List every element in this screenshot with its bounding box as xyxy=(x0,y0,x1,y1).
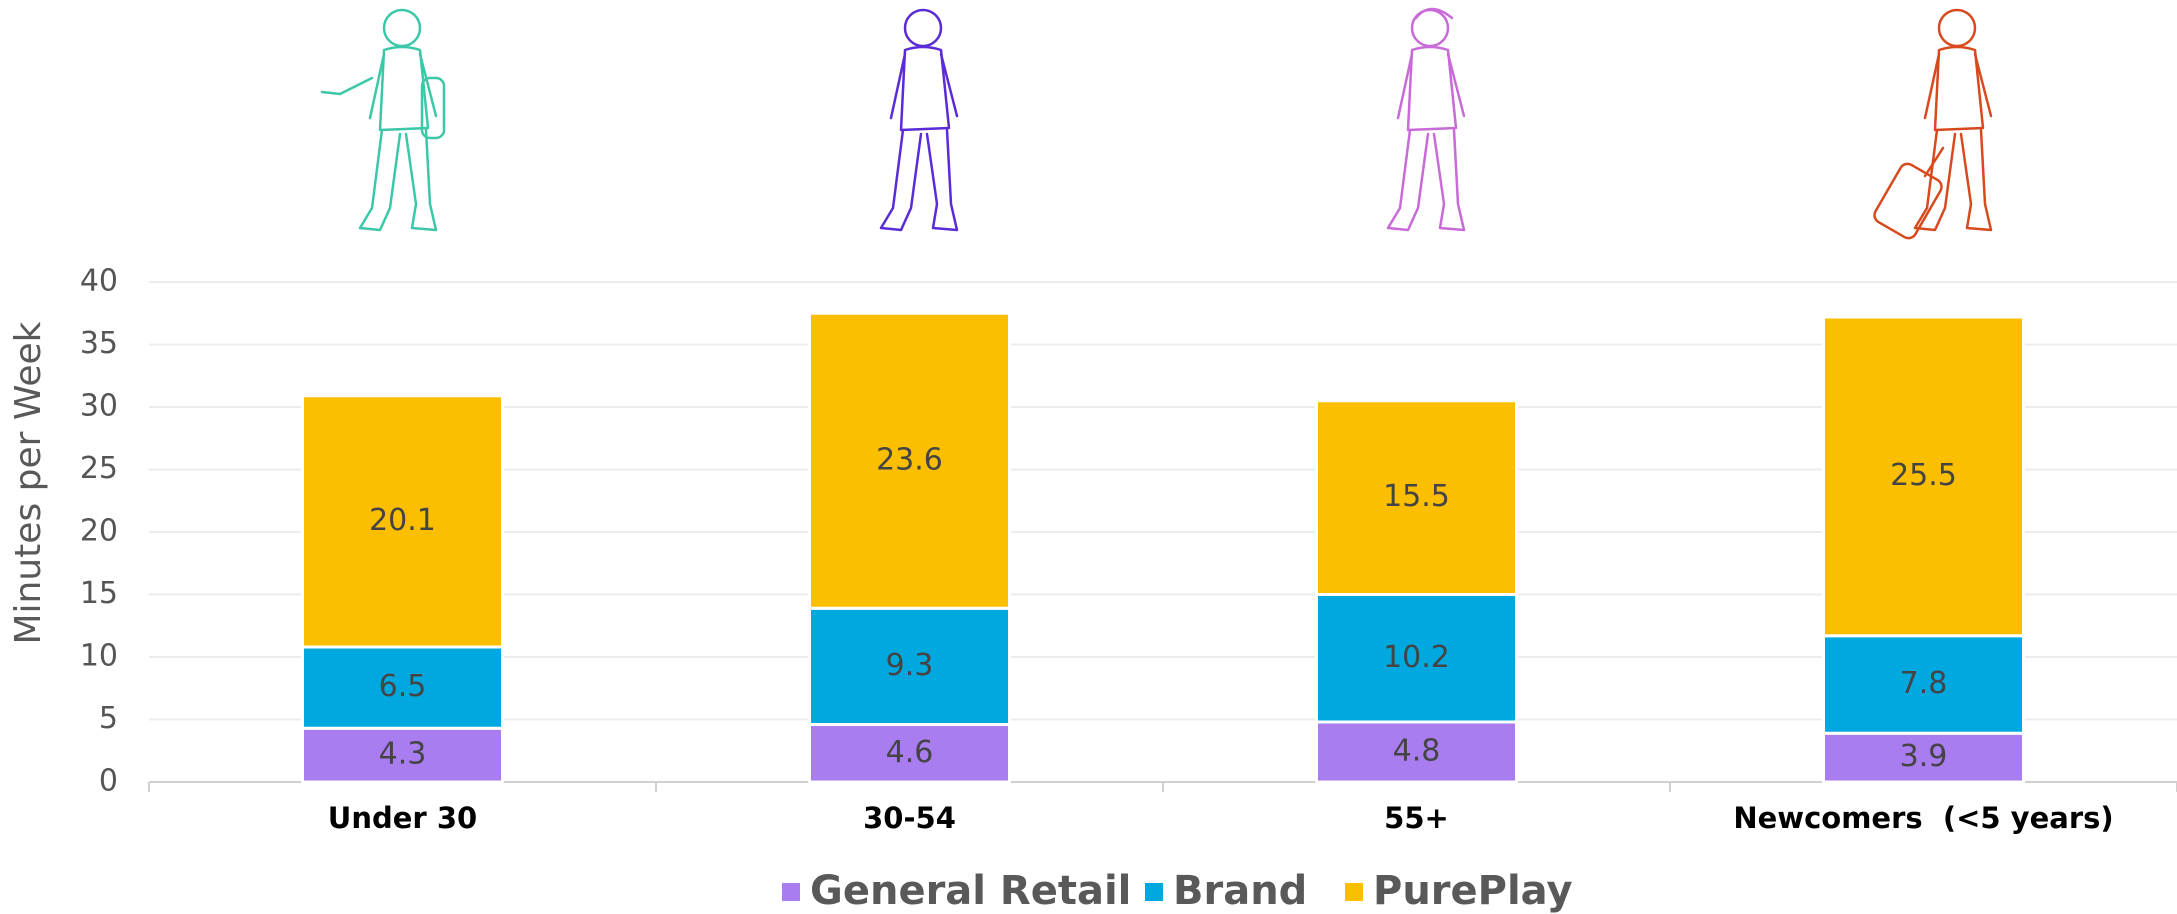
y-tick-label: 35 xyxy=(80,326,118,361)
y-tick-label: 20 xyxy=(80,514,118,549)
data-label: 15.5 xyxy=(1383,479,1450,514)
x-tick-label: Under 30 xyxy=(328,801,477,835)
y-tick-label: 15 xyxy=(80,576,118,611)
data-label: 25.5 xyxy=(1890,458,1957,493)
data-label: 7.8 xyxy=(1900,666,1948,701)
data-label: 20.1 xyxy=(369,503,436,538)
legend-label: PurePlay xyxy=(1373,868,1573,914)
data-label: 6.5 xyxy=(379,669,427,704)
y-tick-label: 40 xyxy=(80,264,118,299)
legend-swatch xyxy=(1345,883,1363,901)
data-label: 9.3 xyxy=(886,648,934,683)
y-tick-label: 5 xyxy=(99,701,118,736)
x-tick-label: Newcomers (<5 years) xyxy=(1733,801,2113,835)
x-tick-label: 55+ xyxy=(1384,801,1449,835)
y-tick-label: 25 xyxy=(80,451,118,486)
legend-swatch xyxy=(782,883,800,901)
data-label: 3.9 xyxy=(1900,739,1948,774)
y-axis-label: Minutes per Week xyxy=(8,321,49,644)
chart: Minutes per Week 0 5 10 15 20 25 30 35 40 4.3 6.5 2… xyxy=(0,0,2177,914)
y-tick-label: 0 xyxy=(99,764,118,799)
x-tick-label: 30-54 xyxy=(863,801,956,835)
data-label: 4.8 xyxy=(1393,734,1441,769)
person-icon xyxy=(322,10,444,230)
data-label: 23.6 xyxy=(876,442,943,477)
person-icon xyxy=(881,10,957,230)
person-icon xyxy=(1872,10,1991,241)
data-label: 10.2 xyxy=(1383,640,1450,675)
legend-label: Brand xyxy=(1173,868,1307,914)
y-tick-label: 10 xyxy=(80,639,118,674)
legend-swatch xyxy=(1145,883,1163,901)
legend-label: General Retail xyxy=(810,868,1131,914)
data-label: 4.3 xyxy=(379,737,427,772)
y-tick-label: 30 xyxy=(80,389,118,424)
person-icon xyxy=(1388,9,1464,230)
data-label: 4.6 xyxy=(886,735,934,770)
